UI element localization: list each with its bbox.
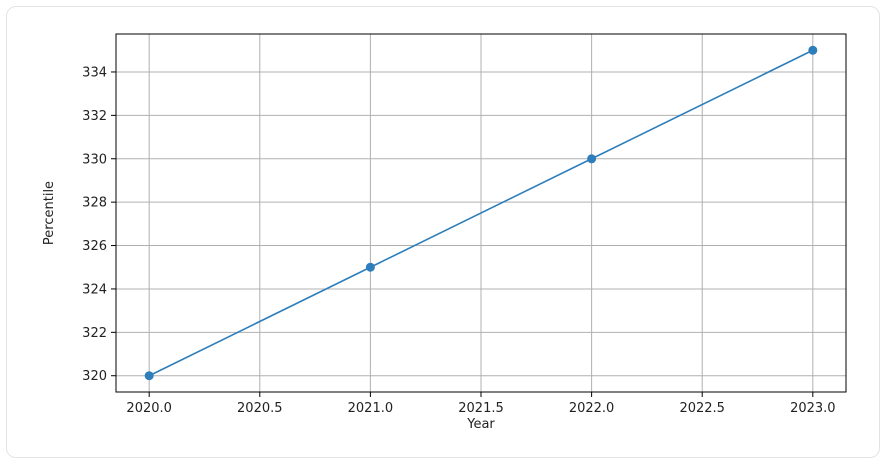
y-tick-label: 322 (82, 326, 107, 341)
y-tick-label: 326 (82, 239, 107, 254)
x-tick-label: 2023.0 (790, 401, 836, 416)
series-line (148, 49, 814, 377)
x-tick-label: 2022.0 (569, 401, 615, 416)
data-point (587, 154, 597, 164)
data-series (144, 45, 818, 381)
x-axis-label: Year (466, 417, 495, 432)
y-tick-label: 328 (82, 196, 107, 211)
data-point (144, 371, 154, 381)
y-tick-label: 334 (82, 65, 107, 80)
y-tick-label: 324 (82, 282, 107, 297)
x-tick-label: 2021.5 (458, 401, 504, 416)
data-point (808, 45, 818, 55)
x-tick-label: 2020.0 (126, 401, 172, 416)
y-axis-label: Percentile (42, 181, 57, 245)
y-tick-label: 332 (82, 109, 107, 124)
axis-ticks: 2020.0 2020.5 2021.0 2021.5 2022.0 2022.5 2023… (82, 65, 835, 416)
y-tick-label: 330 (82, 152, 107, 167)
x-tick-label: 2021.0 (348, 401, 394, 416)
x-tick-label: 2022.5 (679, 401, 725, 416)
data-point (365, 262, 375, 272)
y-tick-label: 320 (82, 369, 107, 384)
x-tick-label: 2020.5 (237, 401, 283, 416)
